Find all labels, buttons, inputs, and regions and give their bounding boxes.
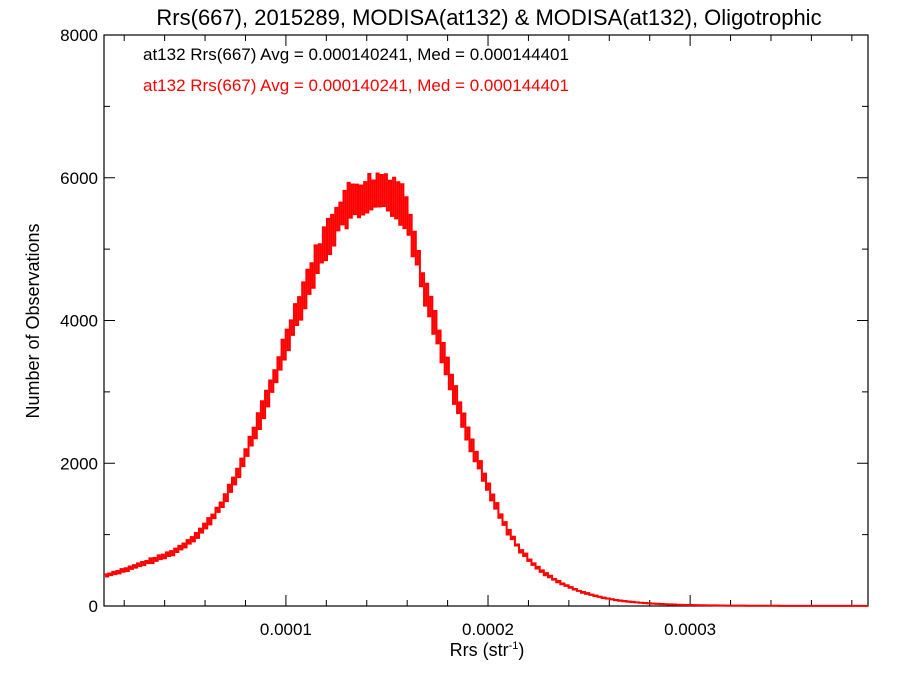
series-layer: [104, 172, 868, 607]
x-tick-label: 0.0003: [664, 620, 716, 639]
y-axis-title: Number of Observations: [23, 223, 43, 418]
axis-ticks: [104, 34, 868, 607]
tick-labels: 0.0001 0.0002 0.0003 0 2000 4000 6000 8000: [60, 26, 716, 639]
y-tick-label: 4000: [60, 312, 98, 331]
x-axis-title: Rrs (str-1): [450, 640, 525, 660]
x-tick-label: 0.0001: [260, 620, 312, 639]
annotation-black: at132 Rrs(667) Avg = 0.000140241, Med = …: [143, 45, 569, 64]
y-tick-label: 0: [89, 597, 98, 616]
annotation-red: at132 Rrs(667) Avg = 0.000140241, Med = …: [143, 76, 569, 95]
y-tick-label: 6000: [60, 169, 98, 188]
y-tick-label: 2000: [60, 454, 98, 473]
y-tick-label: 8000: [60, 26, 98, 45]
x-tick-label: 0.0002: [462, 620, 514, 639]
plot-border: [103, 34, 869, 607]
plot-frame: [103, 34, 869, 607]
histogram-series: [104, 172, 868, 607]
chart-title: Rrs(667), 2015289, MODISA(at132) & MODIS…: [156, 5, 821, 30]
